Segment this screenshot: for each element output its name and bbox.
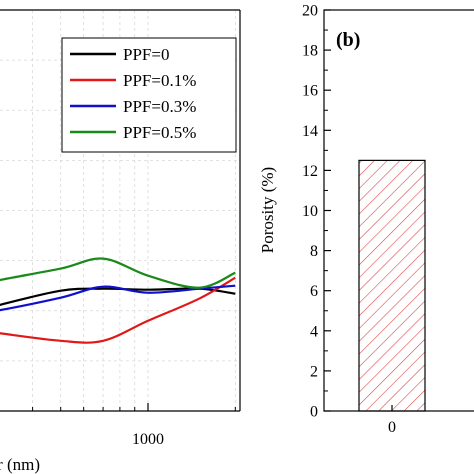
panel-a: 1000 r (nm) PPF=0 PPF=0.1% PPF=0.3% PPF=0.5…	[0, 9, 241, 474]
panel-a-x-axis-title: r (nm)	[0, 455, 40, 474]
y-tick-label-20: 20	[302, 3, 318, 20]
panel-b-y-axis-title: Porosity (%)	[258, 167, 277, 253]
legend: PPF=0 PPF=0.1% PPF=0.3% PPF=0.5%	[61, 37, 237, 153]
series-line-2	[0, 284, 236, 312]
y-tick-label-2: 2	[310, 363, 318, 380]
panel-b: 0 2 4 6 8 10 12 14 16 18 20 0 (b) Porosity (%)	[258, 3, 474, 436]
y-tick-label-14: 14	[302, 123, 318, 140]
panel-b-y-ticks	[324, 9, 393, 412]
legend-label-1: PPF=0.1%	[123, 71, 196, 90]
y-tick-label-8: 8	[310, 243, 318, 260]
y-tick-label-4: 4	[310, 323, 318, 340]
series-line-1	[0, 276, 236, 344]
legend-label-0: PPF=0	[123, 45, 169, 64]
y-tick-label-6: 6	[310, 283, 318, 300]
x-tick-label-1000: 1000	[132, 431, 164, 448]
panel-b-bars	[358, 159, 426, 412]
y-tick-label-10: 10	[302, 203, 318, 220]
series-line-3	[0, 257, 236, 289]
panel-a-series	[0, 257, 236, 344]
y-tick-label-18: 18	[302, 43, 318, 60]
legend-label-2: PPF=0.3%	[123, 97, 196, 116]
y-tick-label-16: 16	[302, 83, 318, 100]
legend-items: PPF=0 PPF=0.1% PPF=0.3% PPF=0.5%	[70, 45, 196, 142]
y-tick-label-12: 12	[302, 163, 318, 180]
panel-b-label: (b)	[336, 29, 360, 51]
panel-a-x-tick-labels: 1000	[132, 431, 164, 448]
panel-b-y-tick-labels: 0 2 4 6 8 10 12 14 16 18 20	[302, 3, 318, 421]
y-tick-label-0: 0	[310, 404, 318, 421]
panel-b-x-tick-label-0: 0	[388, 419, 396, 436]
legend-label-3: PPF=0.5%	[123, 123, 196, 142]
panel-a-axes	[0, 9, 241, 412]
series-line-0	[0, 287, 236, 306]
bar-0	[358, 159, 426, 412]
